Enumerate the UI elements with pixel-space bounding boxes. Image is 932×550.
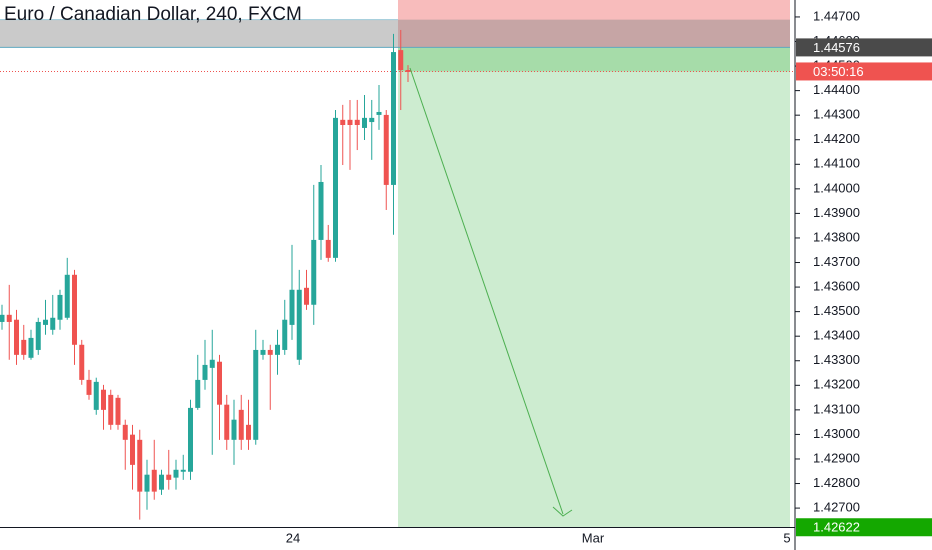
candles [0, 29, 411, 520]
y-tick-label: 1.43600 [813, 279, 860, 294]
candle-body [231, 419, 237, 440]
arrow-head [552, 506, 573, 517]
candle-body [318, 181, 324, 240]
y-tick-label: 1.42900 [813, 450, 860, 465]
candle-body [347, 119, 353, 125]
candle-body [275, 344, 280, 355]
candle-body [159, 474, 164, 490]
candle-body [296, 289, 302, 360]
candle-body [325, 239, 331, 258]
y-tick-label: 1.43900 [813, 205, 860, 220]
candle-body [253, 349, 259, 440]
candle-body [137, 439, 143, 492]
position-zones [0, 0, 795, 528]
target-box [796, 518, 932, 537]
candle-body [383, 114, 389, 185]
chart-title: Euro / Canadian Dollar, 240, FXCM [4, 4, 302, 25]
y-tick-label: 1.43400 [813, 328, 860, 343]
candle-body [166, 474, 172, 480]
candle-body [115, 397, 121, 425]
candle-body [340, 119, 346, 125]
candle-body [79, 344, 85, 380]
x-tick-label: 24 [286, 530, 300, 545]
candle-body [93, 381, 99, 410]
candle-body [209, 359, 215, 368]
y-tick-label: 1.43100 [813, 401, 860, 416]
candle-body [28, 337, 34, 358]
candle-body [122, 424, 128, 440]
candle-body [202, 364, 208, 380]
candle-body [188, 407, 193, 472]
y-tick-label: 1.44200 [813, 131, 860, 146]
candle-body [311, 239, 317, 305]
y-tick-label: 1.43200 [813, 377, 860, 392]
candle-body [362, 117, 367, 128]
candle-body [108, 394, 114, 425]
price-axis-bg [795, 0, 932, 550]
target-label: 1.42622 [813, 520, 860, 535]
entry-label: 1.44576 [813, 40, 860, 55]
y-tick-label: 1.44000 [813, 180, 860, 195]
candle-body [72, 274, 77, 345]
candle-body [260, 349, 266, 355]
y-tick-label: 1.43700 [813, 254, 860, 269]
candle-body [369, 117, 375, 123]
candle-body [64, 274, 70, 318]
y-tick-label: 1.44700 [813, 8, 860, 23]
y-tick-label: 1.43000 [813, 426, 860, 441]
candle-body [398, 50, 404, 70]
candle-body [86, 379, 92, 395]
candle-body [282, 319, 288, 350]
stop-zone [398, 0, 790, 48]
candle-body [354, 119, 360, 125]
y-tick-label: 1.43500 [813, 303, 860, 318]
candle-body [173, 469, 179, 478]
range-zone [0, 19, 790, 48]
candle-body [14, 319, 19, 355]
projection-arrow [409, 67, 564, 515]
price-axis: 1.42700 1.42800 1.42900 1.43000 1.43100 1.432… [795, 8, 932, 537]
x-tick-label: Mar [582, 530, 605, 545]
y-tick-label: 1.42800 [813, 475, 860, 490]
candle-body [195, 379, 201, 408]
candle-body [224, 404, 230, 440]
candle-body [130, 434, 135, 465]
candle-body [50, 317, 56, 330]
candle-body [151, 469, 157, 492]
candle-body [144, 474, 150, 492]
entry-box [796, 38, 932, 57]
candle-body [289, 289, 295, 325]
candle-body [180, 469, 186, 472]
candle-body [333, 117, 338, 258]
profit-zone [398, 47, 790, 72]
candle-body [267, 349, 273, 355]
candle-body [57, 294, 63, 320]
candle-body [6, 314, 12, 322]
candle-body [246, 424, 251, 440]
candle-body [43, 319, 48, 325]
countdown-label: 03:50:16 [813, 64, 864, 79]
x-tick-label: 5 [783, 530, 790, 545]
candle-body [405, 69, 411, 72]
y-tick-label: 1.42700 [813, 500, 860, 515]
target-zone [398, 47, 790, 528]
candle-body [0, 314, 5, 322]
candle-body [238, 409, 244, 440]
candle-body [391, 52, 396, 185]
y-tick-label: 1.43800 [813, 229, 860, 244]
candle-body [376, 111, 382, 115]
y-tick-label: 1.44400 [813, 82, 860, 97]
y-tick-label: 1.43300 [813, 352, 860, 367]
candle-body [35, 321, 41, 350]
candle-body [217, 361, 222, 405]
countdown-box [796, 62, 932, 81]
y-tick-label: 1.44300 [813, 107, 860, 122]
candle-body [101, 389, 106, 410]
candle-body [304, 287, 309, 305]
candle-body [21, 339, 27, 355]
time-axis-bg [0, 528, 795, 550]
y-tick-label: 1.44100 [813, 156, 860, 171]
